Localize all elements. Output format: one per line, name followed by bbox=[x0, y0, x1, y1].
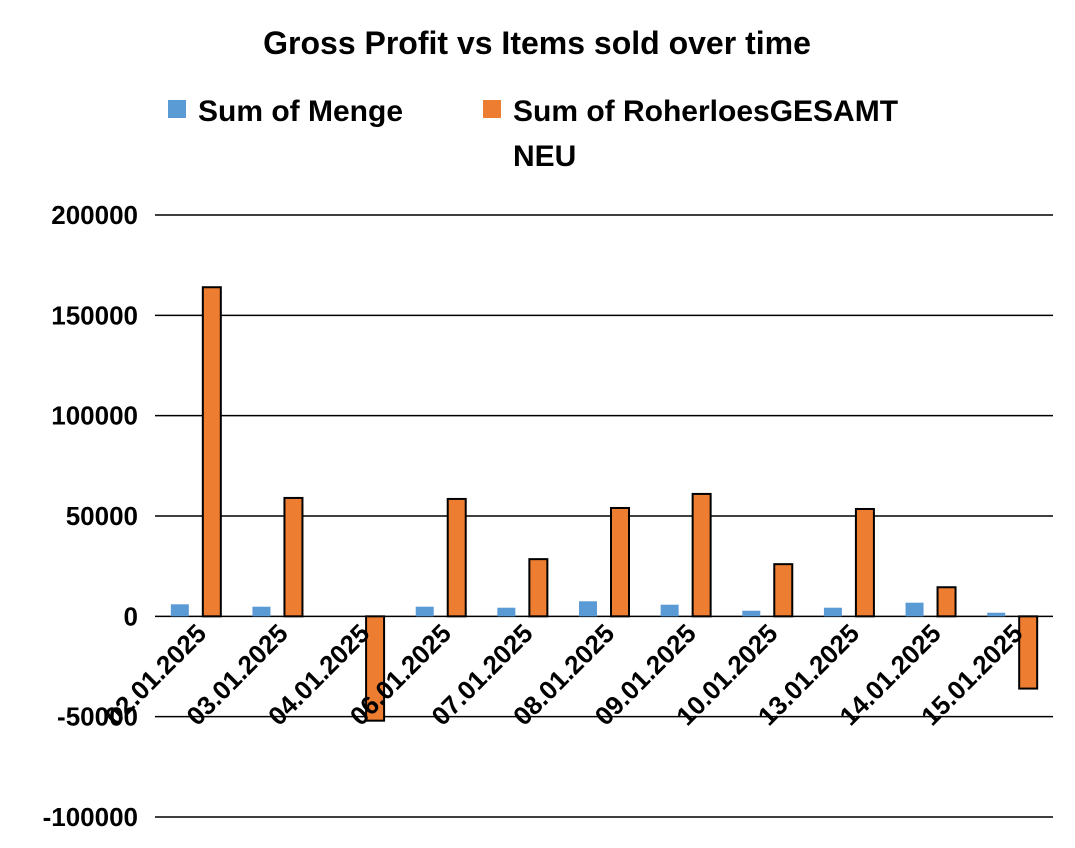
bar-menge bbox=[252, 606, 271, 617]
legend-label-roherloes-line-1: Sum of RoherloesGESAMT bbox=[513, 95, 898, 128]
legend-swatch-roherloes bbox=[483, 100, 501, 118]
legend-item-menge: Sum of Menge bbox=[168, 95, 403, 128]
legend-label-menge: Sum of Menge bbox=[198, 95, 403, 128]
legend-label-roherloes-line-2: NEU bbox=[513, 140, 576, 173]
y-tick-label: -100000 bbox=[43, 802, 138, 832]
bar-roherloes bbox=[1018, 615, 1039, 690]
bar-roherloes bbox=[854, 507, 875, 618]
bar-roherloes bbox=[528, 558, 549, 618]
bar-menge bbox=[660, 604, 679, 617]
x-axis-ticks: 02.01.202503.01.202504.01.202506.01.2025… bbox=[99, 618, 1029, 731]
bar-menge bbox=[905, 602, 924, 617]
bar-roherloes bbox=[773, 563, 794, 618]
bar-menge bbox=[742, 610, 761, 617]
y-tick-label: 0 bbox=[124, 601, 138, 631]
bars bbox=[170, 286, 1039, 722]
bar-roherloes bbox=[201, 286, 222, 618]
bar-roherloes bbox=[446, 497, 467, 618]
bar-menge bbox=[579, 601, 597, 617]
gridlines bbox=[155, 214, 1053, 818]
y-tick-label: 200000 bbox=[51, 200, 138, 230]
y-tick-label: 50000 bbox=[66, 501, 138, 531]
y-axis-ticks: 200000 150000 100000 50000 0 -50000 -100000 bbox=[43, 200, 138, 832]
bar-menge bbox=[415, 606, 434, 617]
legend: Sum of Menge Sum of RoherloesGESAMT NEU bbox=[168, 95, 898, 173]
bar-menge bbox=[497, 607, 516, 617]
bar-roherloes bbox=[691, 492, 712, 618]
bar-roherloes bbox=[610, 506, 630, 618]
bar-roherloes bbox=[283, 496, 304, 618]
bar-menge bbox=[170, 604, 189, 617]
bar-menge bbox=[987, 612, 1006, 617]
legend-swatch-menge bbox=[168, 100, 186, 118]
bar-roherloes bbox=[365, 615, 386, 722]
bar-menge bbox=[823, 607, 842, 617]
legend-item-roherloes: Sum of RoherloesGESAMT NEU bbox=[483, 95, 898, 173]
y-tick-label: 150000 bbox=[51, 300, 138, 330]
y-tick-label: -50000 bbox=[57, 702, 138, 732]
chart-title: Gross Profit vs Items sold over time bbox=[263, 25, 811, 61]
bar-roherloes bbox=[936, 586, 957, 618]
y-tick-label: 100000 bbox=[51, 401, 138, 431]
